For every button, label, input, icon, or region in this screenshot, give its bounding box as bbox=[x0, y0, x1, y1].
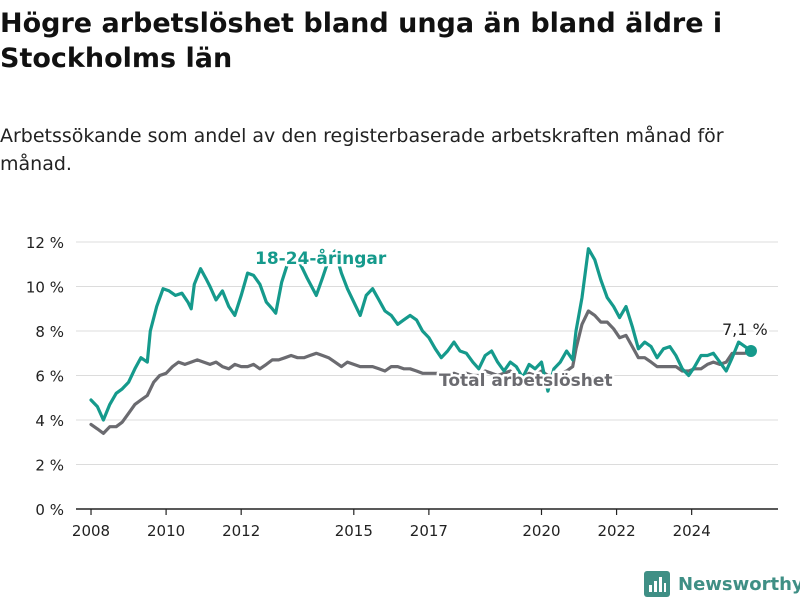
y-tick-label: 10 % bbox=[26, 279, 64, 297]
y-axis-ticks: 0 % 2 % 4 % 6 % 8 % 10 % 12 % bbox=[26, 234, 64, 519]
x-tick-label: 2017 bbox=[410, 522, 448, 540]
bar-chart-logo-icon bbox=[644, 571, 670, 597]
total-series-label: Total arbetslöshet bbox=[439, 371, 613, 391]
x-tick-label: 2020 bbox=[522, 522, 560, 540]
x-tick-label: 2015 bbox=[335, 522, 373, 540]
y-tick-label: 2 % bbox=[35, 457, 64, 475]
series-lines bbox=[89, 247, 757, 435]
total-series-line bbox=[89, 309, 753, 435]
y-tick-label: 12 % bbox=[26, 234, 64, 252]
newsworthy-brand[interactable]: Newsworthy bbox=[644, 570, 800, 598]
youth-endpoint-marker bbox=[744, 345, 757, 358]
x-axis-ticks: 2008 2010 2012 2015 2017 2020 2022 2024 bbox=[72, 509, 711, 540]
x-tick-label: 2022 bbox=[597, 522, 635, 540]
endpoint-value-label-halo: 7,1 % bbox=[722, 320, 768, 339]
gridlines bbox=[76, 241, 778, 510]
youth-series-line bbox=[89, 247, 753, 422]
x-tick-label: 2024 bbox=[673, 522, 711, 540]
x-tick-label: 2012 bbox=[222, 522, 260, 540]
y-tick-label: 6 % bbox=[35, 368, 64, 386]
chart-subtitle: Arbetssökande som andel av den registerb… bbox=[0, 125, 724, 175]
youth-series-label-halo: 18-24-åringar bbox=[255, 247, 387, 269]
youth-series-label: 18-24-åringar bbox=[255, 247, 387, 269]
total-series-label-halo: Total arbetslöshet bbox=[439, 371, 613, 391]
x-tick-label: 2010 bbox=[147, 522, 185, 540]
line-chart: 0 % 2 % 4 % 6 % 8 % 10 % 12 % 2008 2010 2012 2015… bbox=[26, 234, 778, 540]
y-tick-label: 4 % bbox=[35, 412, 64, 430]
brand-name: Newsworthy bbox=[678, 573, 800, 595]
chart-title: Högre arbetslöshet bland unga än bland ä… bbox=[0, 8, 723, 74]
y-tick-label: 0 % bbox=[35, 501, 64, 519]
x-tick-label: 2008 bbox=[72, 522, 110, 540]
endpoint-value-label: 7,1 % bbox=[722, 320, 768, 339]
y-tick-label: 8 % bbox=[35, 323, 64, 341]
